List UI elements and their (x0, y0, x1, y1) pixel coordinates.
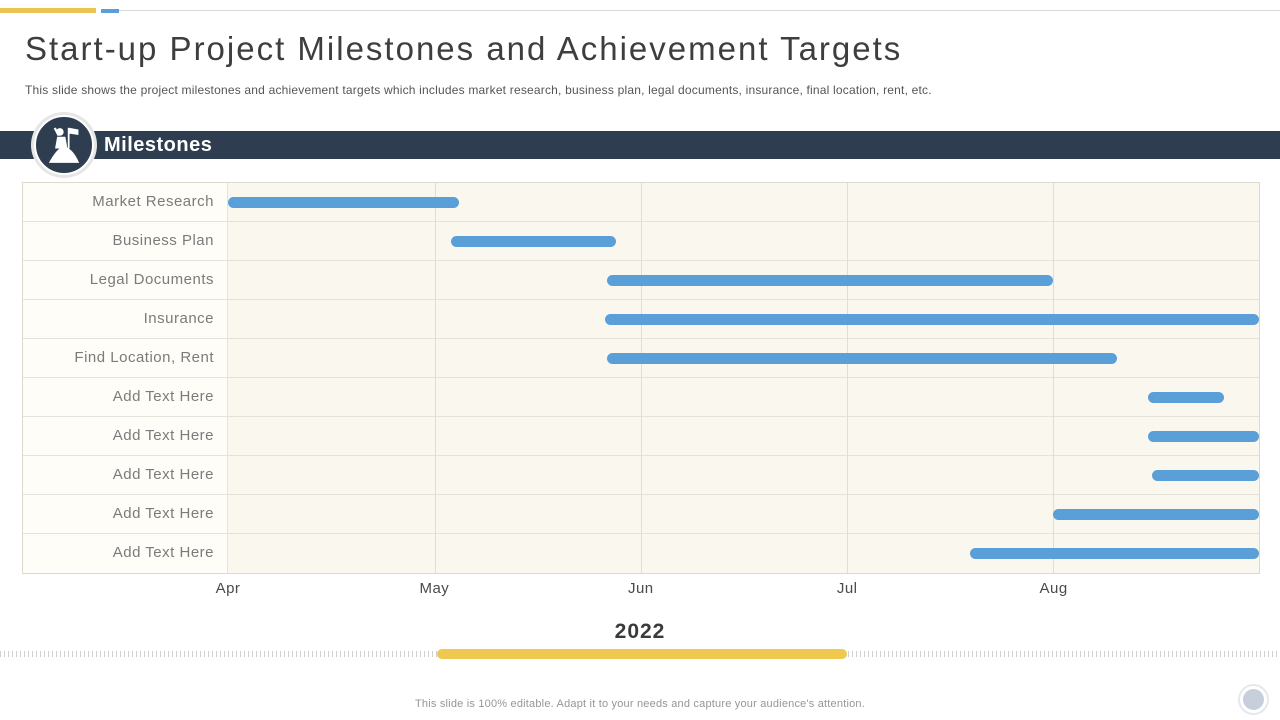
page-title: Start-up Project Milestones and Achievem… (25, 30, 903, 67)
gantt-cell (228, 456, 1259, 494)
gantt-bar (1052, 509, 1259, 520)
month-tick-label: May (419, 580, 450, 597)
gantt-bar (450, 236, 616, 247)
gantt-cell (228, 300, 1259, 338)
gantt-row: Insurance (23, 300, 1259, 339)
month-axis: Apr May Jun Jul Aug (216, 580, 1260, 602)
gantt-cell (228, 495, 1259, 533)
task-label: Find Location, Rent (23, 339, 228, 377)
gantt-row: Add Text Here (23, 534, 1259, 573)
gantt-row: Add Text Here (23, 417, 1259, 456)
gantt-bar (607, 353, 1117, 364)
gantt-cell (228, 222, 1259, 260)
gantt-row: Business Plan (23, 222, 1259, 261)
month-tick-label: Jul (836, 580, 858, 597)
gantt-bar (605, 314, 1259, 325)
task-label: Business Plan (23, 222, 228, 260)
gantt-cell (228, 183, 1259, 221)
top-accent-line (119, 10, 1280, 11)
gantt-row: Add Text Here (23, 378, 1259, 417)
month-tick-label: Apr (215, 580, 241, 597)
task-label: Legal Documents (23, 261, 228, 299)
year-label: 2022 (614, 620, 666, 643)
task-label: Insurance (23, 300, 228, 338)
gantt-cell (228, 339, 1259, 377)
gantt-chart: Market Research Business Plan Legal Docume… (22, 182, 1260, 574)
year-highlight-bar (437, 649, 847, 659)
watermark-circle-icon (1240, 686, 1267, 713)
gantt-bar (970, 548, 1259, 559)
gantt-cell (228, 378, 1259, 416)
milestone-climber-flag-icon (34, 115, 94, 175)
task-label: Add Text Here (23, 495, 228, 533)
top-accent-blue (101, 9, 119, 13)
section-title: Milestones (104, 134, 213, 156)
task-label: Add Text Here (23, 378, 228, 416)
gantt-bar (1147, 431, 1259, 442)
section-bar (0, 131, 1280, 159)
gantt-cell (228, 534, 1259, 573)
gantt-bar (228, 197, 459, 208)
gantt-bar (1151, 470, 1259, 481)
gantt-row: Legal Documents (23, 261, 1259, 300)
month-tick-label: Aug (1039, 580, 1068, 597)
gantt-row: Add Text Here (23, 495, 1259, 534)
task-label: Add Text Here (23, 534, 228, 573)
page-subtitle: This slide shows the project milestones … (25, 83, 932, 97)
month-tick-label: Jun (627, 580, 654, 597)
task-label: Add Text Here (23, 417, 228, 455)
task-label: Market Research (23, 183, 228, 221)
gantt-row: Add Text Here (23, 456, 1259, 495)
gantt-row: Market Research (23, 183, 1259, 222)
task-label: Add Text Here (23, 456, 228, 494)
footer-note: This slide is 100% editable. Adapt it to… (415, 698, 865, 710)
gantt-cell (228, 261, 1259, 299)
gantt-bar (1147, 392, 1224, 403)
gantt-bar (607, 275, 1053, 286)
top-accent-yellow (0, 8, 96, 13)
gantt-cell (228, 417, 1259, 455)
gantt-row: Find Location, Rent (23, 339, 1259, 378)
